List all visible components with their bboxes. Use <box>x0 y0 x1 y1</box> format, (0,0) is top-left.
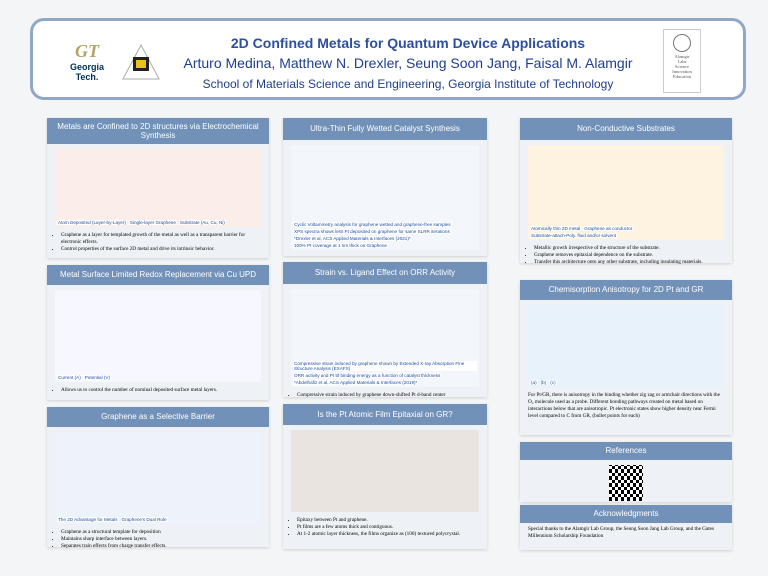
bullet: Allows us to control the number of nomin… <box>61 387 261 394</box>
section-panel: Ultra-Thin Fully Wetted Catalyst Synthes… <box>283 118 487 256</box>
section-panel: Is the Pt Atomic Film Epitaxial on GR? Ep… <box>283 404 487 549</box>
section-panel: Metal Surface Limited Redox Replacement … <box>47 265 269 400</box>
logo-word: Georgia <box>69 62 104 72</box>
bullet: Graphene as a structural template for de… <box>61 529 261 536</box>
logo-initials: GT <box>75 41 99 61</box>
logo-left: GT Georgia Tech. <box>63 41 111 82</box>
logo-icon <box>122 43 160 80</box>
figure-label: Compressive strain induced by graphene s… <box>293 361 477 371</box>
section-title: Chemisorption Anisotropy for 2D Pt and G… <box>520 280 732 300</box>
logo-word: Science <box>675 64 689 69</box>
figure-label: (c) <box>549 380 557 385</box>
logo-word: Tech. <box>75 72 99 82</box>
bullet: Graphene as a layer for templated growth… <box>61 232 261 246</box>
figure: Cyclic Voltammetry analysis for graphene… <box>291 145 479 250</box>
bullet: Transfer this architecture onto any othe… <box>534 259 724 266</box>
logo-right: Alamgir Labs Science Innovation Educatio… <box>663 29 701 93</box>
title: 2D Confined Metals for Quantum Device Ap… <box>230 35 586 51</box>
figure: Current (A) Potential (V) <box>55 290 261 382</box>
section-panel: Strain vs. Ligand Effect on ORR Activity… <box>283 262 487 399</box>
section-panel: Non-Conductive Substrates Atomically thin… <box>520 118 732 265</box>
section-title: Metals are Confined to 2D structures via… <box>47 118 269 144</box>
figure-label: Atom Deposited (Layer-by-Layer) <box>57 220 127 225</box>
figure-label: Current (A) <box>57 375 82 380</box>
figure-label: *Abdelhafiz et al, ACS Applied Materials… <box>293 380 419 385</box>
figure-label: XPS spectra shows less Pt deposited on g… <box>293 229 451 234</box>
logo-word: Labs <box>677 59 687 64</box>
figure-label: Graphene as conductor <box>583 226 634 231</box>
figure: Atomically thin 2D metal Graphene as cond… <box>528 145 724 240</box>
bullet-list: Allows us to control the number of nomin… <box>61 387 261 394</box>
figure-label: Graphene's Dual Role <box>120 517 168 522</box>
figure-label: (b) <box>539 380 548 385</box>
bullet-list: Epitaxy between Pt and graphene.Pt films… <box>297 517 479 537</box>
section-panel: References <box>520 442 732 502</box>
section-panel: Metals are Confined to 2D structures via… <box>47 118 269 258</box>
bullet-list: Graphene as a layer for templated growth… <box>61 232 261 252</box>
figure-label: 100% Pt coverage at 1 nm thick on Graphe… <box>293 243 388 248</box>
authors: Arturo Medina, Matthew N. Drexler, Seung… <box>183 55 633 71</box>
bullet: Graphene removes epitaxial dependence on… <box>534 252 724 259</box>
affiliation: School of Materials Science and Engineer… <box>202 77 614 91</box>
section-title: Ultra-Thin Fully Wetted Catalyst Synthes… <box>283 118 487 140</box>
section-title: Non-Conductive Substrates <box>520 118 732 140</box>
section-panel: Graphene as a Selective Barrier The 2D Ad… <box>47 407 269 549</box>
bullet-list: Compressive strain induced by graphene d… <box>297 392 479 399</box>
bullet: Control properties of the surface 2D met… <box>61 246 261 253</box>
bullet: Compressive strain induced by graphene d… <box>297 392 479 399</box>
logo-word: Education <box>672 74 692 79</box>
figure <box>291 430 479 512</box>
section-text: For Pt/GR, there is anisotropy in the bi… <box>528 392 720 420</box>
figure-label: (a) <box>530 380 538 385</box>
figure-label: The 2D Advantage for Metals <box>57 517 119 522</box>
section-title: Graphene as a Selective Barrier <box>47 407 269 427</box>
figure-label: Substrate-attach-Poly. fluid and/or solv… <box>530 233 617 238</box>
figure: Atom Deposited (Layer-by-Layer) Single-la… <box>55 149 261 227</box>
bullet: Epitaxy between Pt and graphene. <box>297 517 479 524</box>
logo-ring <box>673 34 691 52</box>
figure: (a) (b) (c) <box>528 305 724 387</box>
section-title: Strain vs. Ligand Effect on ORR Activity <box>283 262 487 284</box>
section-panel: Acknowledgments Special thanks to the Ala… <box>520 505 732 550</box>
section-title: Metal Surface Limited Redox Replacement … <box>47 265 269 285</box>
figure-label: Atomically thin 2D metal <box>530 226 582 231</box>
figure: The 2D Advantage for Metals Graphene's Du… <box>55 432 261 524</box>
bullet: Separates train effects from charge tran… <box>61 543 261 550</box>
bullet: Maintains sharp interface between layers… <box>61 536 261 543</box>
section-title: References <box>520 442 732 460</box>
section-title: Acknowledgments <box>520 505 732 523</box>
logo-word: Innovation <box>672 69 692 74</box>
figure-label: Cyclic Voltammetry analysis for graphene… <box>293 222 452 227</box>
figure-label: Substrate (Au, Cu, Ni) <box>178 220 226 225</box>
bullet: At 1-2 atomic layer thickness, the films… <box>297 531 479 538</box>
logo-word: Alamgir <box>674 54 690 59</box>
figure <box>609 465 643 501</box>
bullet-list: Metallic growth irrespective of the stru… <box>534 245 724 265</box>
bullet: Pt films are a few atoms thick and conti… <box>297 524 479 531</box>
bullet-list: Graphene as a structural template for de… <box>61 529 261 549</box>
figure-label: Potential (V) <box>83 375 111 380</box>
figure-label: ORR activity and Pt 5f binding energy as… <box>293 373 442 378</box>
section-text: Special thanks to the Alamgir Lab Group,… <box>528 526 714 540</box>
section-title: Is the Pt Atomic Film Epitaxial on GR? <box>283 404 487 425</box>
figure-label: *Drexler et al, ACS Applied Materials & … <box>293 236 412 241</box>
bullet: Metallic growth irrespective of the stru… <box>534 245 724 252</box>
figure: Compressive strain induced by graphene s… <box>291 289 479 387</box>
section-panel: Chemisorption Anisotropy for 2D Pt and G… <box>520 280 732 435</box>
figure-label: Single-layer Graphene <box>128 220 177 225</box>
header: GT Georgia Tech. 2D Confined Metals for … <box>30 18 746 100</box>
